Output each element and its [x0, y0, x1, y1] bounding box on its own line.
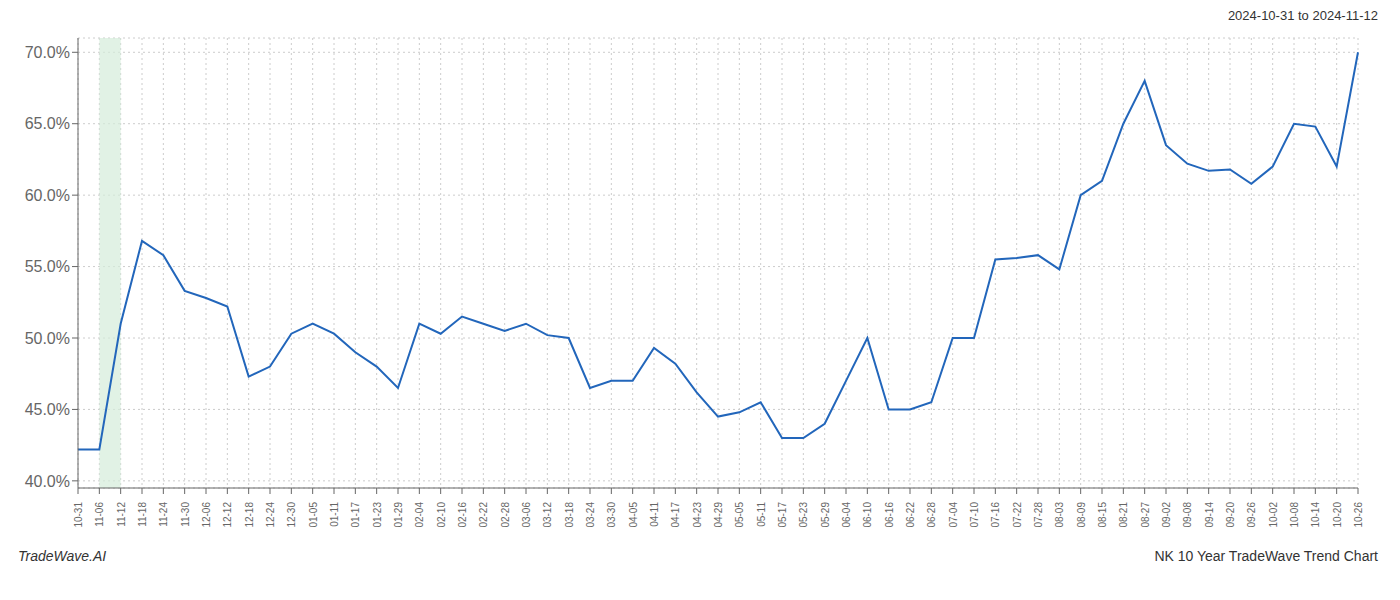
svg-text:04-17: 04-17: [670, 502, 681, 528]
svg-text:10-31: 10-31: [73, 502, 84, 528]
svg-text:05-17: 05-17: [777, 502, 788, 528]
svg-text:12-06: 12-06: [201, 502, 212, 528]
svg-text:08-27: 08-27: [1140, 502, 1151, 528]
svg-text:03-30: 03-30: [606, 502, 617, 528]
svg-text:08-21: 08-21: [1118, 502, 1129, 528]
svg-text:09-02: 09-02: [1161, 502, 1172, 528]
svg-text:10-08: 10-08: [1289, 502, 1300, 528]
svg-text:04-29: 04-29: [713, 502, 724, 528]
svg-text:02-22: 02-22: [478, 502, 489, 528]
svg-text:04-23: 04-23: [692, 502, 703, 528]
svg-text:01-23: 01-23: [372, 502, 383, 528]
svg-text:02-04: 02-04: [414, 502, 425, 528]
svg-text:08-15: 08-15: [1097, 502, 1108, 528]
svg-text:02-16: 02-16: [457, 502, 468, 528]
svg-text:10-14: 10-14: [1310, 502, 1321, 528]
svg-text:55.0%: 55.0%: [25, 258, 70, 275]
svg-text:05-23: 05-23: [798, 502, 809, 528]
svg-text:07-22: 07-22: [1012, 502, 1023, 528]
svg-text:03-24: 03-24: [585, 502, 596, 528]
svg-text:01-11: 01-11: [329, 502, 340, 527]
svg-text:11-24: 11-24: [158, 502, 169, 527]
svg-text:09-20: 09-20: [1225, 502, 1236, 528]
svg-text:40.0%: 40.0%: [25, 473, 70, 490]
svg-text:50.0%: 50.0%: [25, 330, 70, 347]
svg-text:09-26: 09-26: [1246, 502, 1257, 528]
svg-text:06-10: 06-10: [862, 502, 873, 528]
svg-text:60.0%: 60.0%: [25, 187, 70, 204]
svg-text:10-26: 10-26: [1353, 502, 1364, 528]
svg-text:01-29: 01-29: [393, 502, 404, 528]
svg-text:09-14: 09-14: [1204, 502, 1215, 528]
svg-text:04-05: 04-05: [628, 502, 639, 528]
svg-text:65.0%: 65.0%: [25, 115, 70, 132]
svg-text:12-30: 12-30: [286, 502, 297, 528]
svg-text:12-24: 12-24: [265, 502, 276, 528]
svg-text:03-18: 03-18: [564, 502, 575, 528]
html-text:2024-10-31 to 2024-11-12: 2024-10-31 to 2024-11-12: [1227, 8, 1378, 23]
svg-text:12-12: 12-12: [222, 502, 233, 528]
svg-text:06-22: 06-22: [905, 502, 916, 528]
svg-text:02-28: 02-28: [500, 502, 511, 528]
svg-text:05-29: 05-29: [820, 502, 831, 528]
svg-text:01-05: 01-05: [308, 502, 319, 528]
svg-text:05-05: 05-05: [734, 502, 745, 528]
svg-text:11-18: 11-18: [137, 502, 148, 527]
svg-text:08-09: 08-09: [1076, 502, 1087, 528]
svg-text:06-16: 06-16: [884, 502, 895, 528]
svg-text:07-16: 07-16: [990, 502, 1001, 528]
svg-text:10-02: 10-02: [1268, 502, 1279, 528]
svg-text:08-03: 08-03: [1054, 502, 1065, 528]
svg-text:45.0%: 45.0%: [25, 401, 70, 418]
html-text:TradeWave.AI: TradeWave.AI: [18, 548, 107, 564]
svg-text:01-17: 01-17: [350, 502, 361, 528]
svg-text:05-11: 05-11: [756, 502, 767, 527]
svg-text:02-10: 02-10: [436, 502, 447, 528]
svg-text:12-18: 12-18: [244, 502, 255, 528]
html-text:NK 10 Year TradeWave Trend Cha: NK 10 Year TradeWave Trend Chart: [1154, 548, 1378, 564]
svg-text:11-30: 11-30: [180, 502, 191, 527]
svg-text:70.0%: 70.0%: [25, 44, 70, 61]
svg-text:07-10: 07-10: [969, 502, 980, 528]
svg-text:11-06: 11-06: [94, 502, 105, 527]
svg-text:03-06: 03-06: [521, 502, 532, 528]
svg-text:07-04: 07-04: [948, 502, 959, 528]
svg-text:06-04: 06-04: [841, 502, 852, 528]
svg-text:11-12: 11-12: [116, 502, 127, 527]
svg-text:07-28: 07-28: [1033, 502, 1044, 528]
svg-text:09-08: 09-08: [1182, 502, 1193, 528]
svg-text:10-20: 10-20: [1332, 502, 1343, 528]
svg-text:06-28: 06-28: [926, 502, 937, 528]
svg-text:04-11: 04-11: [649, 502, 660, 527]
svg-text:03-12: 03-12: [542, 502, 553, 528]
